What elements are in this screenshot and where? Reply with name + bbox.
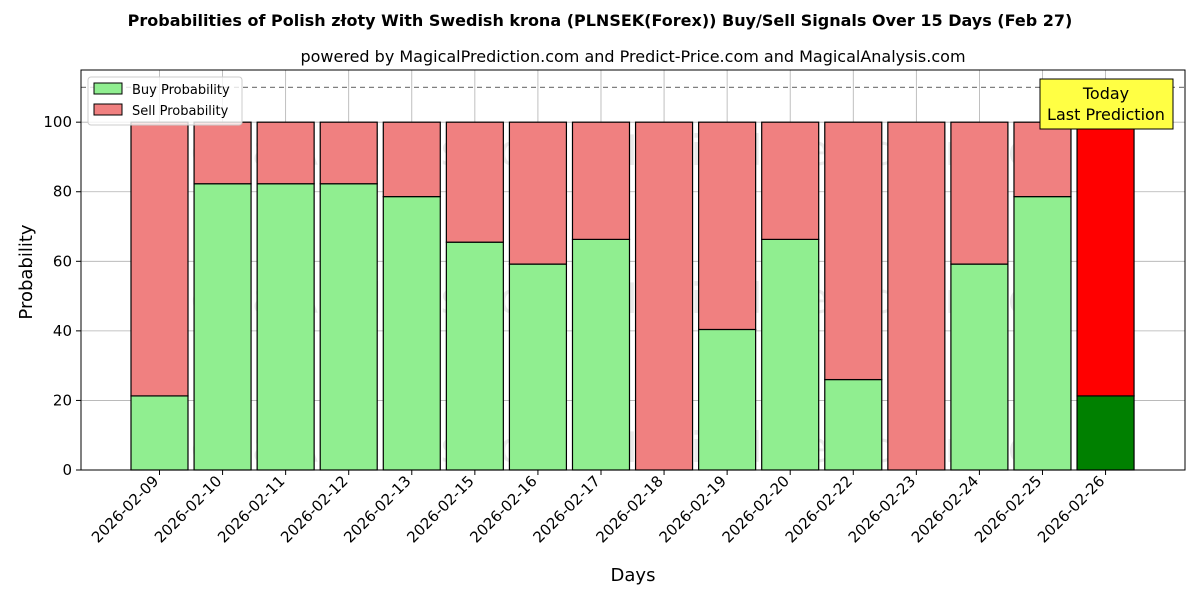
buy-bar [950, 263, 1009, 471]
x-tick-label: 2026-02-13 [340, 472, 414, 546]
annotation-line-2: Last Prediction [1047, 105, 1165, 124]
sell-bar [508, 121, 568, 265]
sell-bar [193, 121, 252, 185]
sell-bar [571, 121, 631, 240]
x-tick-label: 2026-02-17 [529, 472, 603, 546]
x-tick-label: 2026-02-23 [845, 472, 919, 546]
sell-bar [1013, 121, 1072, 198]
bars [130, 121, 1135, 471]
x-tick-label: 2026-02-20 [719, 472, 793, 546]
buy-bar [1013, 196, 1072, 471]
x-tick-label: 2026-02-26 [1034, 472, 1108, 546]
sell-bar [1076, 121, 1135, 397]
sell-bar [950, 121, 1009, 265]
y-axis-label: Probability [16, 224, 37, 319]
x-tick-label: 2026-02-11 [214, 472, 288, 546]
annotation-box [1039, 78, 1174, 130]
sell-bar [824, 121, 883, 381]
buy-bar [445, 241, 504, 471]
plot-area [80, 69, 1186, 471]
buy-bar [130, 395, 189, 471]
buy-bar [1076, 395, 1135, 471]
x-axis-ticks: 2026-02-092026-02-102026-02-112026-02-12… [88, 470, 1108, 546]
buy-bar [698, 328, 757, 471]
sell-bar [130, 121, 189, 397]
buy-bar [571, 238, 631, 471]
y-tick-label: 80 [53, 183, 72, 201]
sell-bar [319, 121, 378, 185]
y-tick-label: 40 [53, 322, 72, 340]
x-tick-label: 2026-02-12 [277, 472, 351, 546]
y-axis-ticks: 0 20 40 60 80 100 [43, 113, 81, 479]
sell-bar [887, 121, 946, 471]
y-tick-label: 0 [62, 461, 72, 479]
y-tick-label: 100 [43, 113, 72, 131]
legend-box [87, 76, 243, 126]
buy-bar [256, 183, 315, 471]
sell-bar [761, 121, 820, 240]
x-tick-label: 2026-02-24 [908, 472, 982, 546]
legend-sell-label: Sell Probability [132, 104, 229, 119]
buy-bar [319, 183, 378, 471]
today-annotation: Today Last Prediction [1039, 78, 1174, 130]
chart-subtitle: powered by MagicalPrediction.com and Pre… [300, 47, 965, 66]
x-tick-label: 2026-02-22 [782, 472, 856, 546]
sell-bar [698, 121, 757, 331]
legend-buy-swatch [93, 82, 123, 95]
buy-bar [761, 238, 820, 471]
sell-bar [382, 121, 441, 198]
buy-bar [382, 196, 441, 471]
sell-bar [634, 121, 694, 471]
x-tick-label: 2026-02-25 [971, 472, 1045, 546]
y-tick-label: 60 [53, 252, 72, 270]
buy-bar [824, 378, 883, 471]
x-tick-label: 2026-02-18 [593, 472, 667, 546]
legend-sell-swatch [93, 103, 123, 116]
buy-bar [508, 263, 568, 471]
sell-bar [256, 121, 315, 185]
x-tick-label: 2026-02-16 [466, 472, 540, 546]
annotation-line-1: Today [1082, 84, 1129, 103]
chart-title: Probabilities of Polish złoty With Swedi… [128, 11, 1073, 30]
x-tick-label: 2026-02-15 [403, 472, 477, 546]
legend: Buy Probability Sell Probability [87, 76, 243, 126]
x-tick-label: 2026-02-19 [656, 472, 730, 546]
x-axis-label: Days [611, 565, 656, 586]
y-tick-label: 20 [53, 391, 72, 409]
x-tick-label: 2026-02-09 [88, 472, 162, 546]
legend-buy-label: Buy Probability [132, 83, 230, 98]
x-tick-label: 2026-02-10 [151, 472, 225, 546]
buy-bar [193, 183, 252, 471]
sell-bar [445, 121, 504, 243]
